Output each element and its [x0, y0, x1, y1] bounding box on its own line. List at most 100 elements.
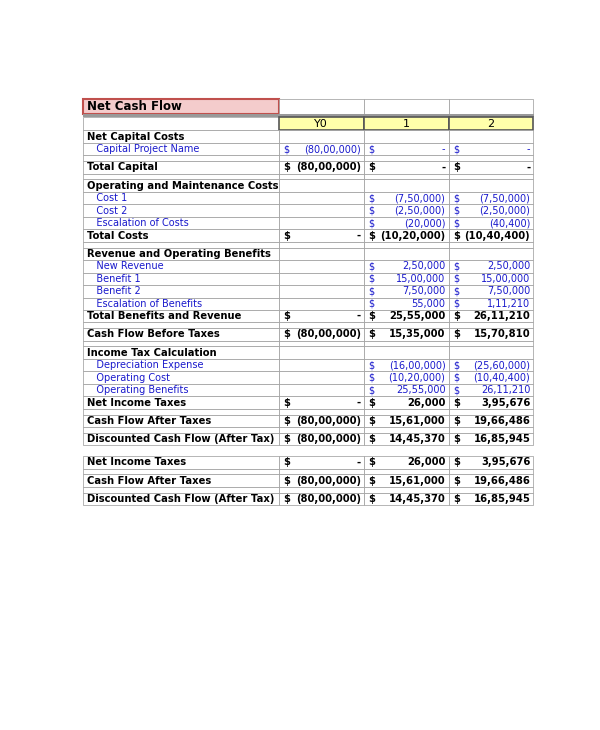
Bar: [364, 323, 449, 329]
Text: (7,50,000): (7,50,000): [395, 193, 445, 203]
Bar: [449, 192, 533, 204]
Bar: [449, 204, 533, 217]
Text: 14,45,370: 14,45,370: [389, 434, 445, 444]
Bar: [279, 192, 364, 204]
Text: -: -: [526, 163, 530, 172]
Text: $: $: [453, 145, 460, 154]
Text: $: $: [453, 299, 460, 309]
Bar: [83, 217, 279, 229]
Bar: [279, 204, 364, 217]
Text: (80,00,000): (80,00,000): [296, 494, 361, 504]
Bar: [279, 433, 364, 445]
Bar: [449, 131, 533, 143]
Text: (40,400): (40,400): [489, 218, 530, 228]
Text: (80,00,000): (80,00,000): [296, 434, 361, 444]
Bar: [83, 117, 279, 131]
Text: $: $: [368, 458, 375, 467]
Bar: [364, 493, 449, 505]
Bar: [83, 204, 279, 217]
Text: Escalation of Costs: Escalation of Costs: [88, 218, 189, 228]
Bar: [364, 285, 449, 298]
Text: $: $: [368, 261, 374, 272]
Text: 7,50,000: 7,50,000: [487, 286, 530, 296]
Bar: [364, 298, 449, 310]
Text: Net Income Taxes: Net Income Taxes: [88, 458, 187, 467]
Bar: [364, 242, 449, 247]
Text: $: $: [453, 163, 460, 172]
Bar: [279, 493, 364, 505]
Bar: [279, 323, 364, 329]
Bar: [364, 247, 449, 260]
Text: $: $: [453, 398, 460, 407]
Bar: [83, 359, 279, 372]
Text: (16,00,000): (16,00,000): [389, 360, 445, 370]
Text: 15,70,810: 15,70,810: [473, 329, 530, 339]
Text: 55,000: 55,000: [412, 299, 445, 309]
Bar: [364, 474, 449, 487]
Bar: [449, 161, 533, 174]
Bar: [449, 328, 533, 341]
Text: $: $: [368, 494, 375, 504]
Bar: [449, 310, 533, 323]
Bar: [449, 396, 533, 409]
Text: $: $: [368, 416, 375, 426]
Bar: [279, 415, 364, 427]
Text: $: $: [368, 218, 374, 228]
Bar: [83, 328, 279, 341]
Text: $: $: [453, 193, 460, 203]
Bar: [364, 427, 449, 433]
Text: Discounted Cash Flow (After Tax): Discounted Cash Flow (After Tax): [88, 494, 275, 504]
Bar: [83, 456, 279, 469]
Text: 26,11,210: 26,11,210: [473, 311, 530, 321]
Text: Total Costs: Total Costs: [88, 231, 149, 241]
Text: Escalation of Benefits: Escalation of Benefits: [88, 299, 203, 309]
Bar: [449, 217, 533, 229]
Text: $: $: [284, 145, 290, 154]
Bar: [83, 155, 279, 161]
Bar: [449, 247, 533, 260]
Text: Revenue and Operating Benefits: Revenue and Operating Benefits: [88, 249, 271, 259]
Text: Cash Flow Before Taxes: Cash Flow Before Taxes: [88, 329, 220, 339]
Text: 26,000: 26,000: [407, 458, 445, 467]
Text: Capital Project Name: Capital Project Name: [88, 145, 200, 154]
Text: -: -: [527, 145, 530, 154]
Bar: [364, 415, 449, 427]
Bar: [449, 409, 533, 415]
Bar: [83, 260, 279, 272]
Text: $: $: [284, 398, 290, 407]
Text: Discounted Cash Flow (After Tax): Discounted Cash Flow (After Tax): [88, 434, 275, 444]
Bar: [83, 114, 534, 117]
Text: 15,61,000: 15,61,000: [389, 476, 445, 485]
Text: -: -: [442, 163, 445, 172]
Bar: [279, 180, 364, 192]
Bar: [279, 310, 364, 323]
Bar: [449, 372, 533, 384]
Text: 15,35,000: 15,35,000: [389, 329, 445, 339]
Text: Cost 1: Cost 1: [88, 193, 128, 203]
Text: (2,50,000): (2,50,000): [395, 206, 445, 215]
Text: (10,40,400): (10,40,400): [473, 372, 530, 383]
Bar: [279, 298, 364, 310]
Text: $: $: [368, 385, 374, 395]
Bar: [83, 487, 279, 493]
Text: $: $: [368, 372, 374, 383]
Bar: [279, 174, 364, 180]
Text: Cash Flow After Taxes: Cash Flow After Taxes: [88, 416, 212, 426]
Text: (25,60,000): (25,60,000): [473, 360, 530, 370]
Text: $: $: [284, 163, 290, 172]
Bar: [83, 396, 279, 409]
Text: $: $: [284, 231, 290, 241]
Bar: [83, 341, 279, 347]
Bar: [449, 347, 533, 359]
Text: (20,000): (20,000): [404, 218, 445, 228]
Bar: [364, 272, 449, 285]
Text: $: $: [368, 311, 375, 321]
Bar: [364, 469, 449, 475]
Text: $: $: [284, 416, 290, 426]
Text: 16,85,945: 16,85,945: [473, 494, 530, 504]
Bar: [449, 229, 533, 242]
Bar: [449, 272, 533, 285]
Bar: [83, 174, 279, 180]
Bar: [279, 359, 364, 372]
Text: 26,11,210: 26,11,210: [481, 385, 530, 395]
